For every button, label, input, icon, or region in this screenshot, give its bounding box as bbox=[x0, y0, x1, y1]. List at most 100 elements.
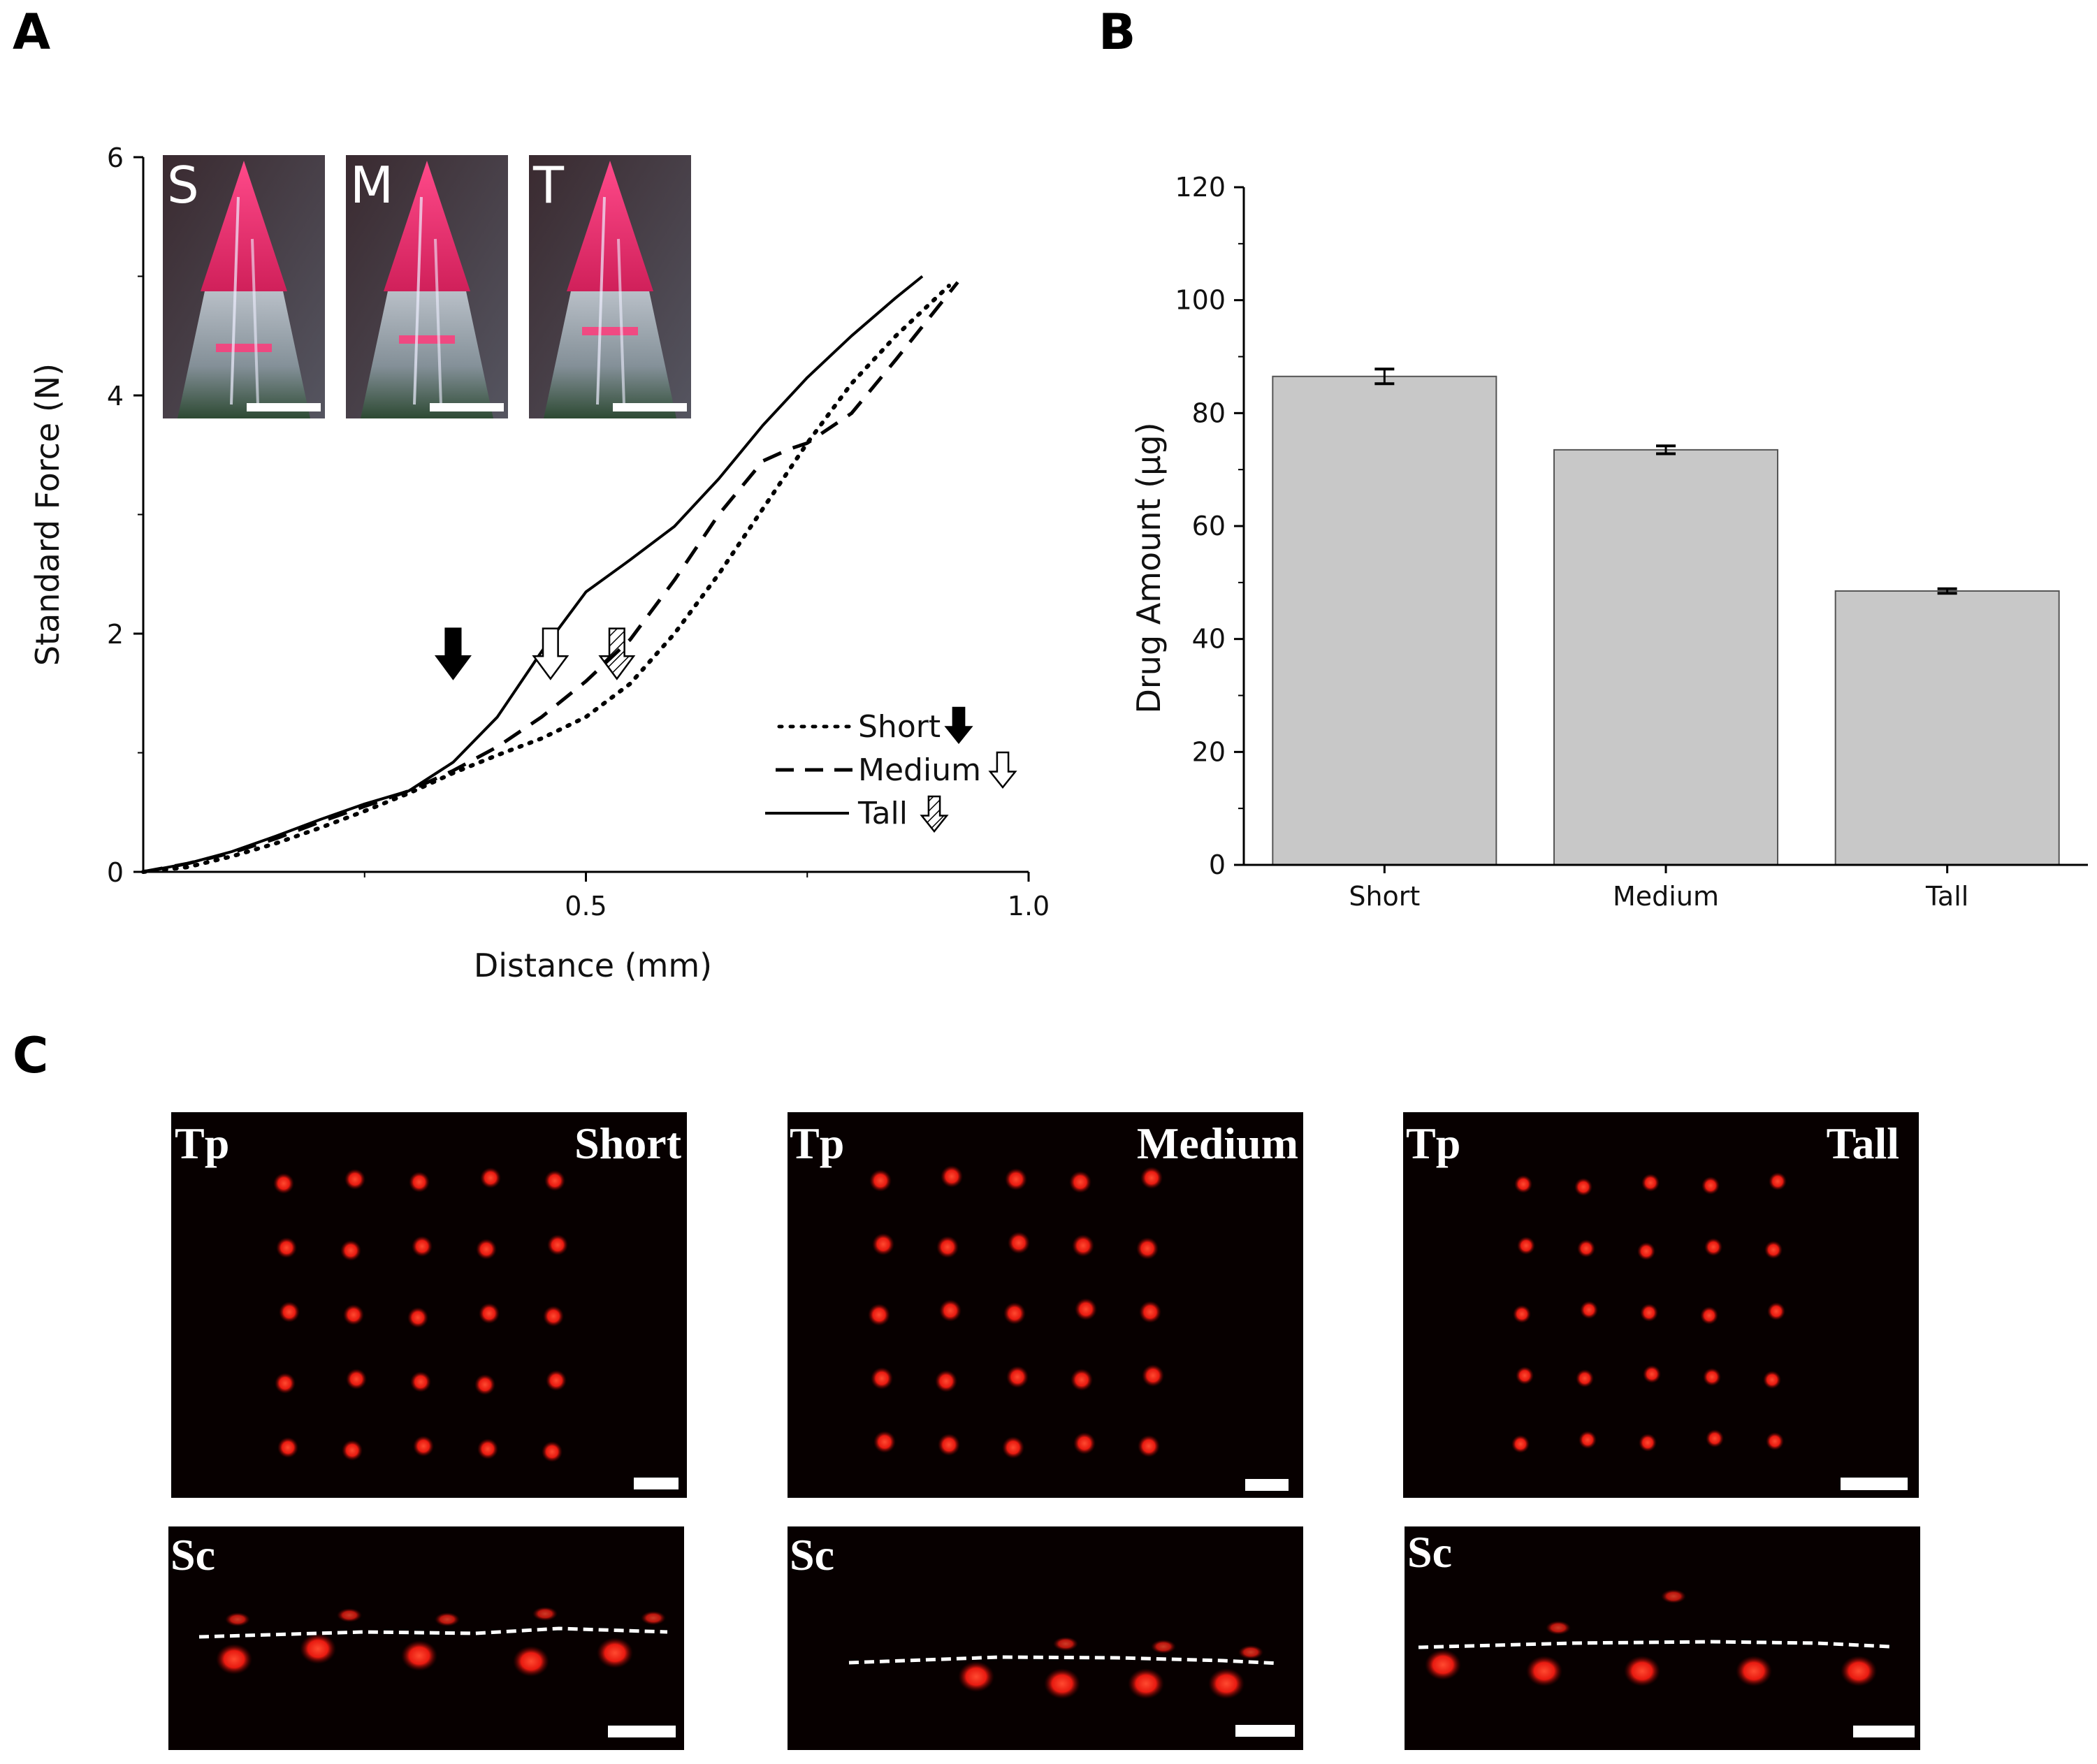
fluorescent-spot bbox=[532, 1607, 558, 1621]
scale-bar bbox=[613, 403, 687, 411]
fluorescent-spot bbox=[1769, 1172, 1787, 1190]
x-category-label: Short bbox=[1349, 881, 1420, 912]
x-category-label: Medium bbox=[1613, 881, 1719, 912]
legend-arrow-solid-icon bbox=[944, 706, 973, 745]
side-fluorescence-spots bbox=[958, 1637, 1263, 1699]
panel-letter-b: B bbox=[1098, 3, 1135, 61]
needle-base bbox=[544, 288, 676, 418]
fluorescent-spot bbox=[1008, 1232, 1030, 1254]
fluorescent-spot bbox=[480, 1167, 501, 1188]
side-fluorescence-spots bbox=[216, 1607, 666, 1677]
inset-label: T bbox=[532, 156, 565, 214]
fluorescent-spot bbox=[513, 1646, 549, 1677]
fluorescent-spot-array bbox=[273, 1167, 568, 1462]
fluorescent-spot bbox=[1140, 1167, 1163, 1189]
fluorescent-spot bbox=[941, 1165, 963, 1188]
tip-photo-s: S bbox=[163, 155, 325, 418]
fluorescent-spot bbox=[216, 1644, 252, 1675]
fluorescent-spot bbox=[1767, 1302, 1785, 1320]
fluorescent-spot bbox=[1546, 1621, 1571, 1635]
curve-marker-arrow-open bbox=[532, 627, 569, 680]
legend-arrow-open-icon bbox=[988, 751, 1017, 789]
fluorescent-spot bbox=[476, 1239, 497, 1260]
fluorescent-spot bbox=[1238, 1645, 1263, 1659]
fluorescent-spot bbox=[1766, 1432, 1784, 1450]
scale-bar bbox=[430, 403, 504, 411]
fluorescent-spot bbox=[1579, 1431, 1597, 1449]
legend-label-medium: Medium bbox=[858, 752, 981, 788]
fluorescent-spot bbox=[1841, 1656, 1877, 1686]
fluorescent-spot bbox=[871, 1367, 893, 1390]
chart-a-lines bbox=[141, 275, 959, 874]
fluorescent-spot bbox=[1151, 1640, 1176, 1654]
fluorescent-spot bbox=[546, 1370, 567, 1391]
fluorescent-spot bbox=[413, 1436, 434, 1457]
fluorescent-spot bbox=[273, 1173, 294, 1194]
y-tick-label: 120 bbox=[1175, 172, 1226, 203]
fluorescent-spot bbox=[1526, 1656, 1562, 1686]
fluorescent-spot bbox=[1764, 1241, 1783, 1259]
needle-highlight bbox=[596, 196, 606, 405]
chart-a-legend: Short Medium Tall bbox=[765, 706, 1017, 833]
top-view-label: Tp bbox=[175, 1118, 229, 1168]
chart-b-y-axis-title: Drug Amount (µg) bbox=[1130, 422, 1168, 713]
legend-arrow-solid-icon bbox=[944, 706, 973, 745]
fluorescent-spot bbox=[1701, 1176, 1720, 1195]
fluorescent-spot bbox=[407, 1307, 428, 1328]
fluorescent-spot bbox=[1703, 1368, 1721, 1386]
fluorescence-image-grid: Tp Short Tp Medium Tp Tall Sc bbox=[168, 1112, 1920, 1750]
scale-bar bbox=[247, 403, 321, 411]
fluorescent-spot bbox=[1073, 1432, 1096, 1455]
fluorescent-spot bbox=[277, 1437, 298, 1458]
needle-highlight bbox=[251, 238, 259, 405]
fluorescent-spot bbox=[1208, 1668, 1245, 1699]
fluorescent-spot bbox=[641, 1611, 666, 1625]
fluorescent-spot bbox=[412, 1236, 433, 1257]
fluorescent-spot bbox=[1425, 1649, 1461, 1680]
drug-amount-bar-chart: Short Medium Tall 0 20 40 60 80 100 120 Drug Amou… bbox=[1130, 172, 2088, 912]
scale-bar bbox=[608, 1726, 676, 1737]
fluorescent-spot bbox=[1075, 1298, 1097, 1320]
y-tick-label: 6 bbox=[107, 143, 124, 173]
needle-tip bbox=[201, 161, 287, 291]
top-view-image-short: Tp Short bbox=[171, 1112, 687, 1498]
fluorescent-spot bbox=[1513, 1305, 1531, 1323]
legend-label-short: Short bbox=[858, 709, 941, 745]
fluorescent-spot bbox=[1053, 1637, 1078, 1651]
fluorescent-spot bbox=[477, 1438, 498, 1459]
fluorescent-spot bbox=[1006, 1366, 1029, 1388]
x-category-label: Tall bbox=[1925, 881, 1968, 912]
y-tick-label: 60 bbox=[1192, 511, 1226, 541]
image-title-tall: Tall bbox=[1827, 1118, 1899, 1168]
scale-bar bbox=[1235, 1725, 1295, 1737]
series-line-tall bbox=[143, 275, 924, 873]
needle-base bbox=[177, 288, 310, 418]
fluorescent-spot bbox=[958, 1661, 994, 1692]
scale-bar bbox=[1245, 1479, 1289, 1491]
fluorescent-spot bbox=[1624, 1656, 1660, 1686]
fluorescent-spot bbox=[1136, 1237, 1159, 1260]
side-view-image-short: Sc bbox=[168, 1526, 684, 1750]
y-tick-label: 40 bbox=[1192, 624, 1226, 655]
needle-tip bbox=[384, 161, 470, 291]
bar-medium bbox=[1553, 449, 1778, 866]
fluorescent-spot bbox=[1643, 1365, 1661, 1383]
fluorescent-spot bbox=[343, 1304, 364, 1325]
fluorescent-spot bbox=[597, 1638, 633, 1668]
chart-a-ticks: 0 2 4 6 0.5 1.0 bbox=[107, 143, 1050, 921]
legend-arrow-open-icon bbox=[988, 751, 1017, 789]
skin-surface-line bbox=[1418, 1640, 1891, 1649]
fluorescent-spot bbox=[1661, 1589, 1686, 1603]
fluorescent-spot bbox=[342, 1440, 363, 1461]
y-tick-label: 0 bbox=[107, 857, 124, 888]
panel-letter-a: A bbox=[13, 3, 50, 61]
fluorescent-spot bbox=[547, 1234, 568, 1255]
fluorescent-spot-array bbox=[1511, 1172, 1787, 1453]
scale-bar bbox=[1853, 1726, 1915, 1737]
inset-label: S bbox=[167, 156, 199, 214]
side-view-label: Sc bbox=[170, 1530, 215, 1580]
fluorescent-spot bbox=[939, 1299, 962, 1322]
y-tick-label: 100 bbox=[1175, 285, 1226, 316]
fluorescent-spot bbox=[479, 1303, 500, 1324]
fluorescent-spot bbox=[1577, 1239, 1595, 1258]
